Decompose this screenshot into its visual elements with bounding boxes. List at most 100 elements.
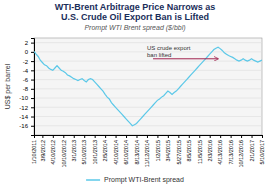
x-tick-mark [74, 135, 75, 138]
y-tick-label: -10 [19, 95, 28, 101]
y-tick-mark [31, 61, 34, 62]
y-axis: 20-2-4-6-8-10-12-14-16 [19, 39, 34, 136]
x-tick: 1/2/2015 [155, 135, 161, 161]
x-tick: 8/5/2015 [186, 135, 192, 161]
grid-line [34, 107, 262, 108]
title: WTI-Brent Arbitrage Price Narrows asU.S.… [55, 2, 216, 22]
y-tick-mark [31, 117, 34, 118]
y-tick-label: 0 [25, 49, 29, 55]
y-tick-label: 2 [25, 40, 29, 46]
y-tick: -12 [19, 105, 34, 111]
x-tick: 11/5/2015 [197, 135, 203, 164]
x-tick-label: 10/10/2012 [61, 140, 67, 168]
plot: 20-2-4-6-8-10-12-14-161/10/20113/9/20124… [19, 38, 265, 168]
x-tick-mark [231, 135, 232, 138]
y-tick: 2 [25, 40, 34, 46]
y-axis-title: US$ per barrel [4, 63, 12, 109]
x-tick-mark [95, 135, 96, 138]
grid-line [34, 125, 262, 126]
x-tick-mark [136, 135, 137, 138]
grid-line [34, 88, 262, 89]
x-tick-mark [105, 135, 106, 138]
x-tick: 7/13/2016 [228, 135, 234, 164]
x-tick-mark [157, 135, 158, 138]
grid-line [34, 98, 262, 99]
x-tick-label: 5/10/2013 [81, 140, 87, 164]
x-tick: 3/1/2013 [71, 135, 77, 161]
y-tick-mark [31, 80, 34, 81]
y-tick-mark [31, 52, 34, 53]
series-line [34, 47, 262, 126]
x-tick-label: 2/3/2016 [207, 140, 213, 161]
x-tick: 5/27/2015 [176, 135, 182, 164]
legend: Prompt WTI-Brent spread [86, 176, 184, 184]
y-tick-label: -2 [23, 59, 29, 65]
x-tick-label: 8/13/2014 [134, 140, 140, 164]
grid-line [34, 70, 262, 71]
x-tick-label: 4/13/2016 [217, 140, 223, 164]
x-tick: 4/13/2016 [217, 135, 223, 164]
x-tick-label: 11/5/2015 [197, 140, 203, 164]
y-tick-mark [31, 126, 34, 127]
grid-line [34, 79, 262, 80]
y-tick-label: -12 [19, 105, 28, 111]
x-tick-label: 2/1/2017 [249, 140, 255, 161]
x-tick: 2/5/2014 [102, 135, 108, 161]
y-tick: -10 [19, 95, 34, 101]
legend-swatch [86, 179, 100, 181]
annotation-arrow [153, 58, 218, 59]
x-tick-mark [178, 135, 179, 138]
x-tick: 3/9/2012 [40, 135, 46, 161]
annotation-line: ban lifted [147, 52, 171, 58]
x-tick: 5/10/2013 [81, 135, 87, 164]
y-tick-label: -6 [23, 77, 29, 83]
x-tick: 1/10/2011 [31, 135, 37, 164]
x-tick: 5/10/2017 [259, 135, 265, 164]
y-tick: -4 [23, 68, 34, 74]
x-tick: 6/10/2014 [123, 135, 129, 164]
x-tick-mark [53, 135, 54, 138]
x-tick: 11/12/2014 [144, 135, 150, 167]
x-tick-mark [42, 135, 43, 138]
x-tick-mark [189, 135, 190, 138]
x-tick-label: 3/1/2013 [71, 140, 77, 161]
y-tick-mark [31, 43, 34, 44]
x-tick-label: 11/12/2014 [144, 140, 150, 167]
x-tick-mark [262, 135, 263, 138]
x-tick: 10/10/2012 [61, 135, 67, 168]
x-tick-mark [252, 135, 253, 138]
y-axis-line [31, 39, 35, 136]
x-tick: 2/3/2016 [207, 135, 213, 161]
x-tick-mark [210, 135, 211, 138]
y-tick-mark [31, 70, 34, 71]
subtitle: Prompt WTI Brent spread ($/bbl) [84, 24, 185, 32]
grid-line [34, 116, 262, 117]
x-tick: 2/1/2017 [249, 135, 255, 161]
x-tick-mark [34, 135, 35, 138]
legend-item: Prompt WTI-Brent spread [86, 176, 184, 184]
y-tick: -8 [23, 86, 34, 92]
x-tick-label: 5/10/2017 [259, 140, 265, 164]
x-axis-line [35, 136, 263, 139]
x-tick-label: 1/2/2015 [155, 140, 161, 161]
x-tick-mark [168, 135, 169, 138]
x-tick-label: 2/5/2014 [102, 140, 108, 161]
x-tick: 4/10/2012 [50, 135, 56, 164]
x-tick-label: 3/4/2015 [165, 140, 171, 161]
x-tick-label: 4/10/2012 [50, 140, 56, 164]
x-tick-label: 10/12/2016 [238, 140, 244, 168]
x-tick-mark [63, 135, 64, 138]
x-tick-label: 10/1/2013 [92, 140, 98, 164]
x-tick-mark [116, 135, 117, 138]
grid-line [34, 61, 262, 62]
legend-label: Prompt WTI-Brent spread [104, 176, 184, 184]
x-tick-label: 3/9/2012 [40, 140, 46, 161]
title-line: U.S. Crude Oil Export Ban is Lifted [61, 12, 209, 22]
x-tick-label: 1/10/2011 [31, 140, 37, 164]
y-tick: -2 [23, 59, 34, 65]
y-tick-label: -14 [19, 114, 28, 120]
marks [34, 47, 262, 126]
annotation: US crude exportban lifted [147, 45, 191, 58]
x-tick-mark [126, 135, 127, 138]
x-tick-label: 8/5/2015 [186, 140, 192, 161]
